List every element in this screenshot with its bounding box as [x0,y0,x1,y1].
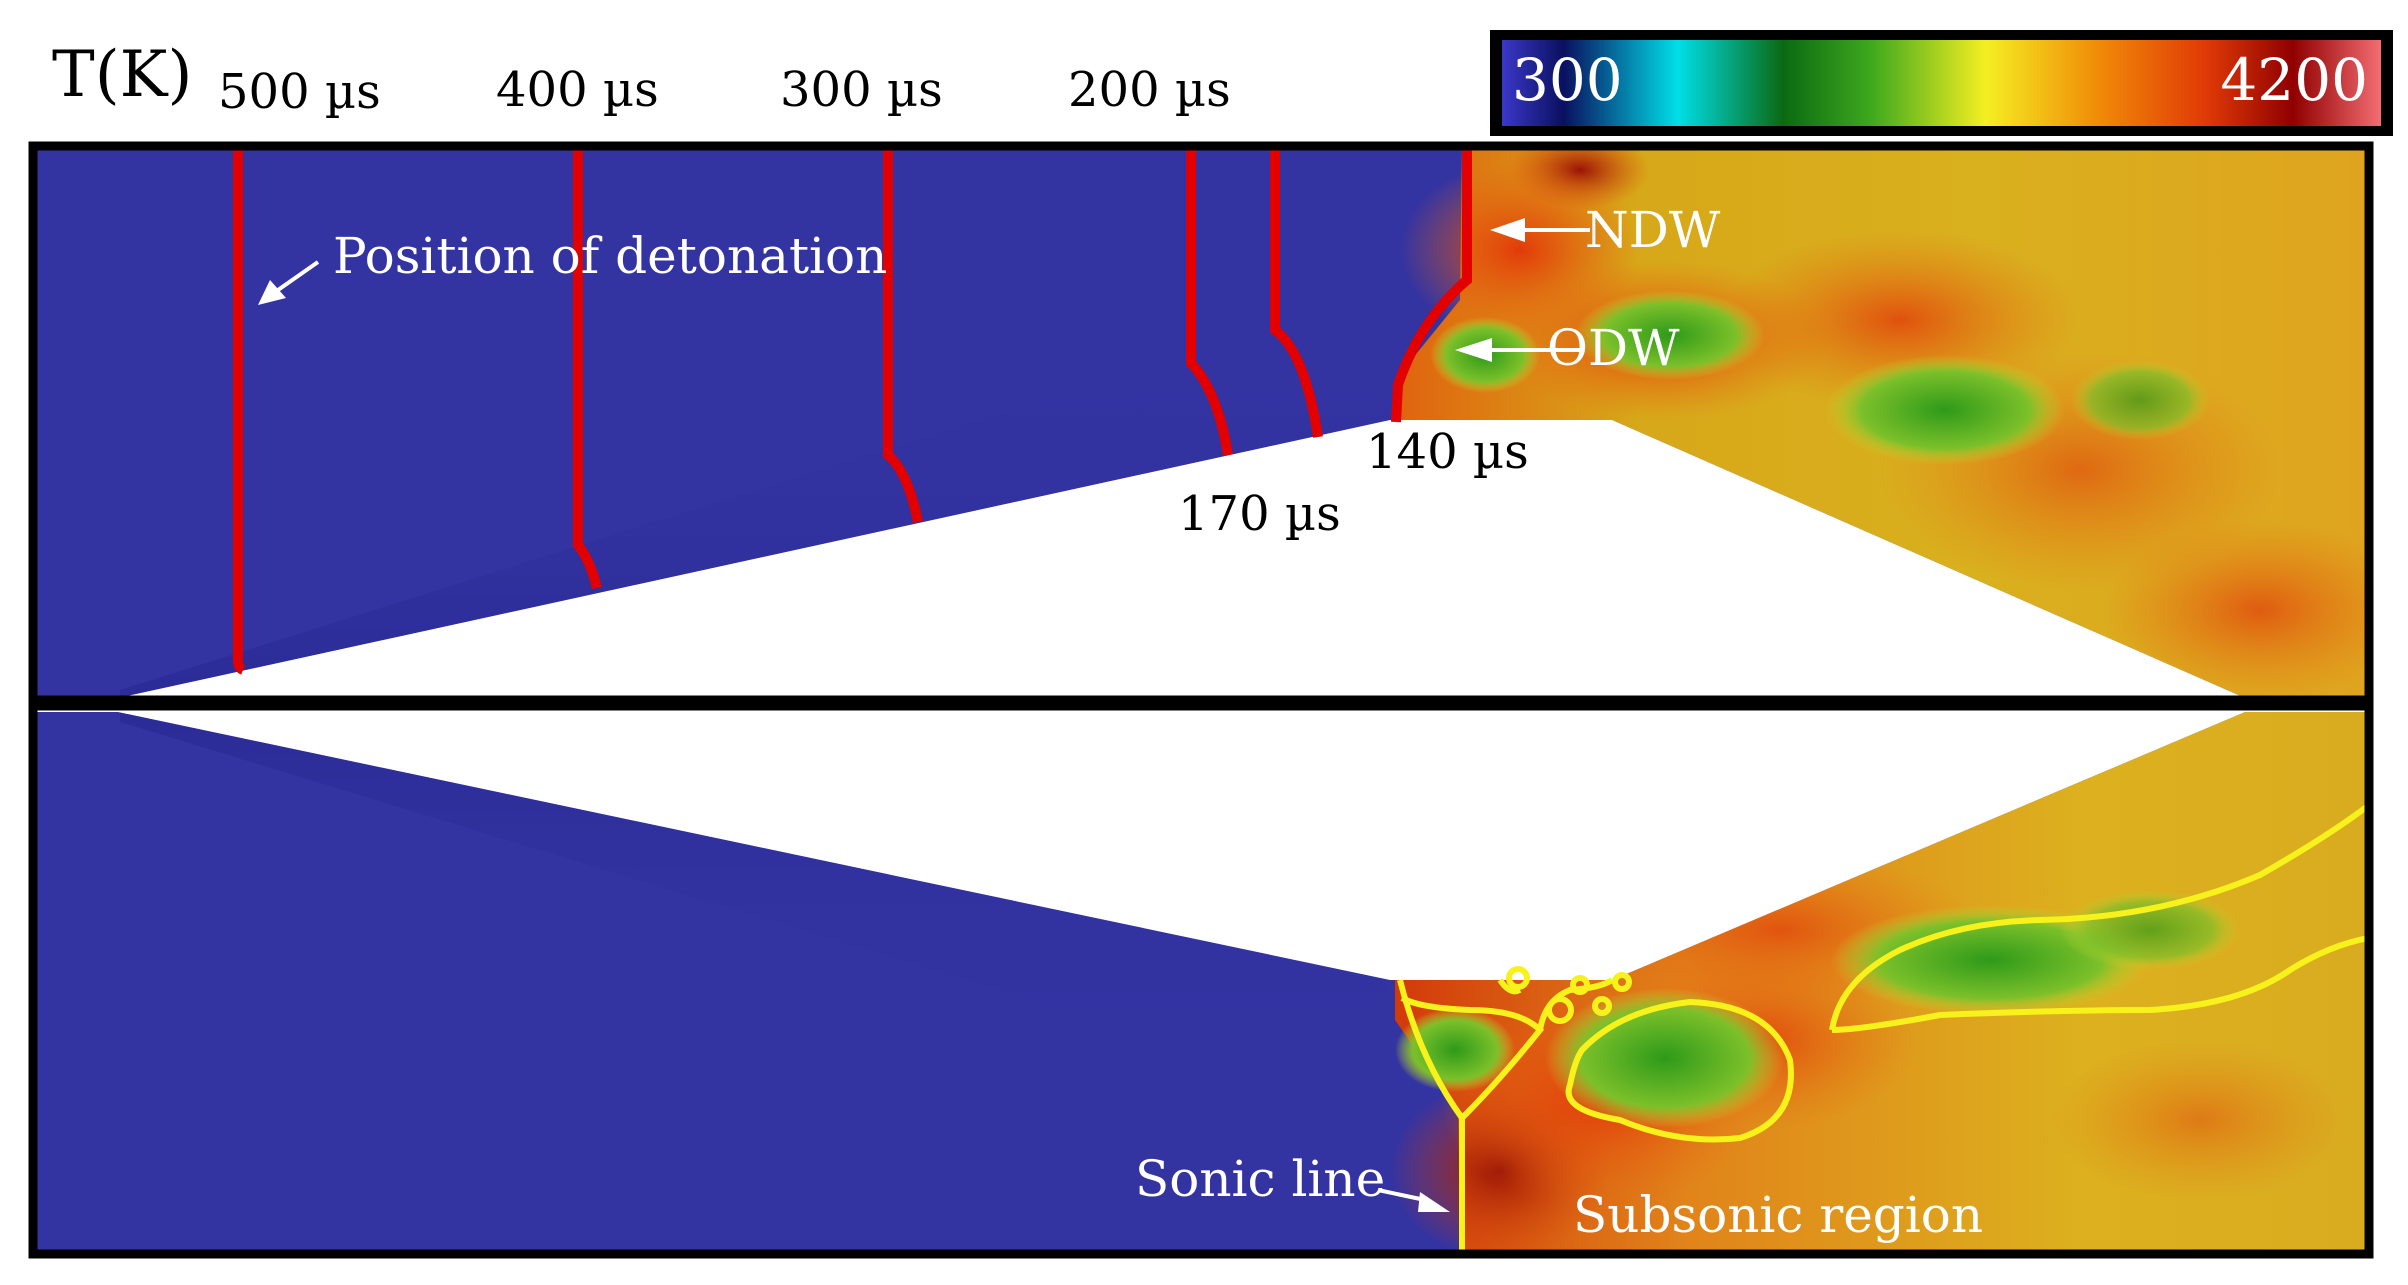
annotation-arrows-top [258,218,1590,362]
time-label-500: 500 µs [218,64,381,120]
bottom-panel [33,712,2369,1250]
top-panel-frame [28,141,2374,705]
subsonic-boundary [1565,998,1794,1143]
sonic-line-label: Sonic line [1135,1150,1385,1208]
sonic-line-contours [1397,802,2369,1250]
odw-label: ODW [1547,319,1680,377]
time-label-200: 200 µs [1068,62,1231,118]
front-300us [883,148,923,523]
front-200us [1186,148,1233,456]
colorbar-max-label: 4200 [2220,46,2368,114]
colorbar-gradient [1502,40,2381,126]
ramp-top [118,420,2245,698]
annotation-arrow-sonic [1377,1188,1450,1212]
bottom-panel-frame [28,701,2374,1259]
front-140us [1391,148,1472,423]
front-400us [573,148,602,590]
time-label-400: 400 µs [496,62,659,118]
time-label-170: 170 µs [1178,486,1341,542]
quantity-label: T(K) [52,38,192,112]
oblique-shade-top [120,290,1390,698]
front-500us [233,148,246,675]
detonation-fronts [233,148,1472,675]
oblique-shade-bottom [120,712,1390,1110]
ndw-label: NDW [1585,201,1721,259]
position-of-detonation-label: Position of detonation [333,227,887,285]
time-label-140: 140 µs [1366,424,1529,480]
colorbar-min-label: 300 [1512,46,1623,114]
ramp-bottom [118,712,2245,980]
time-label-300: 300 µs [780,62,943,118]
colorbar: 300 4200 [1490,30,2393,136]
top-panel [33,148,2369,698]
subsonic-region-label: Subsonic region [1573,1186,1983,1244]
front-170us [1270,148,1323,438]
